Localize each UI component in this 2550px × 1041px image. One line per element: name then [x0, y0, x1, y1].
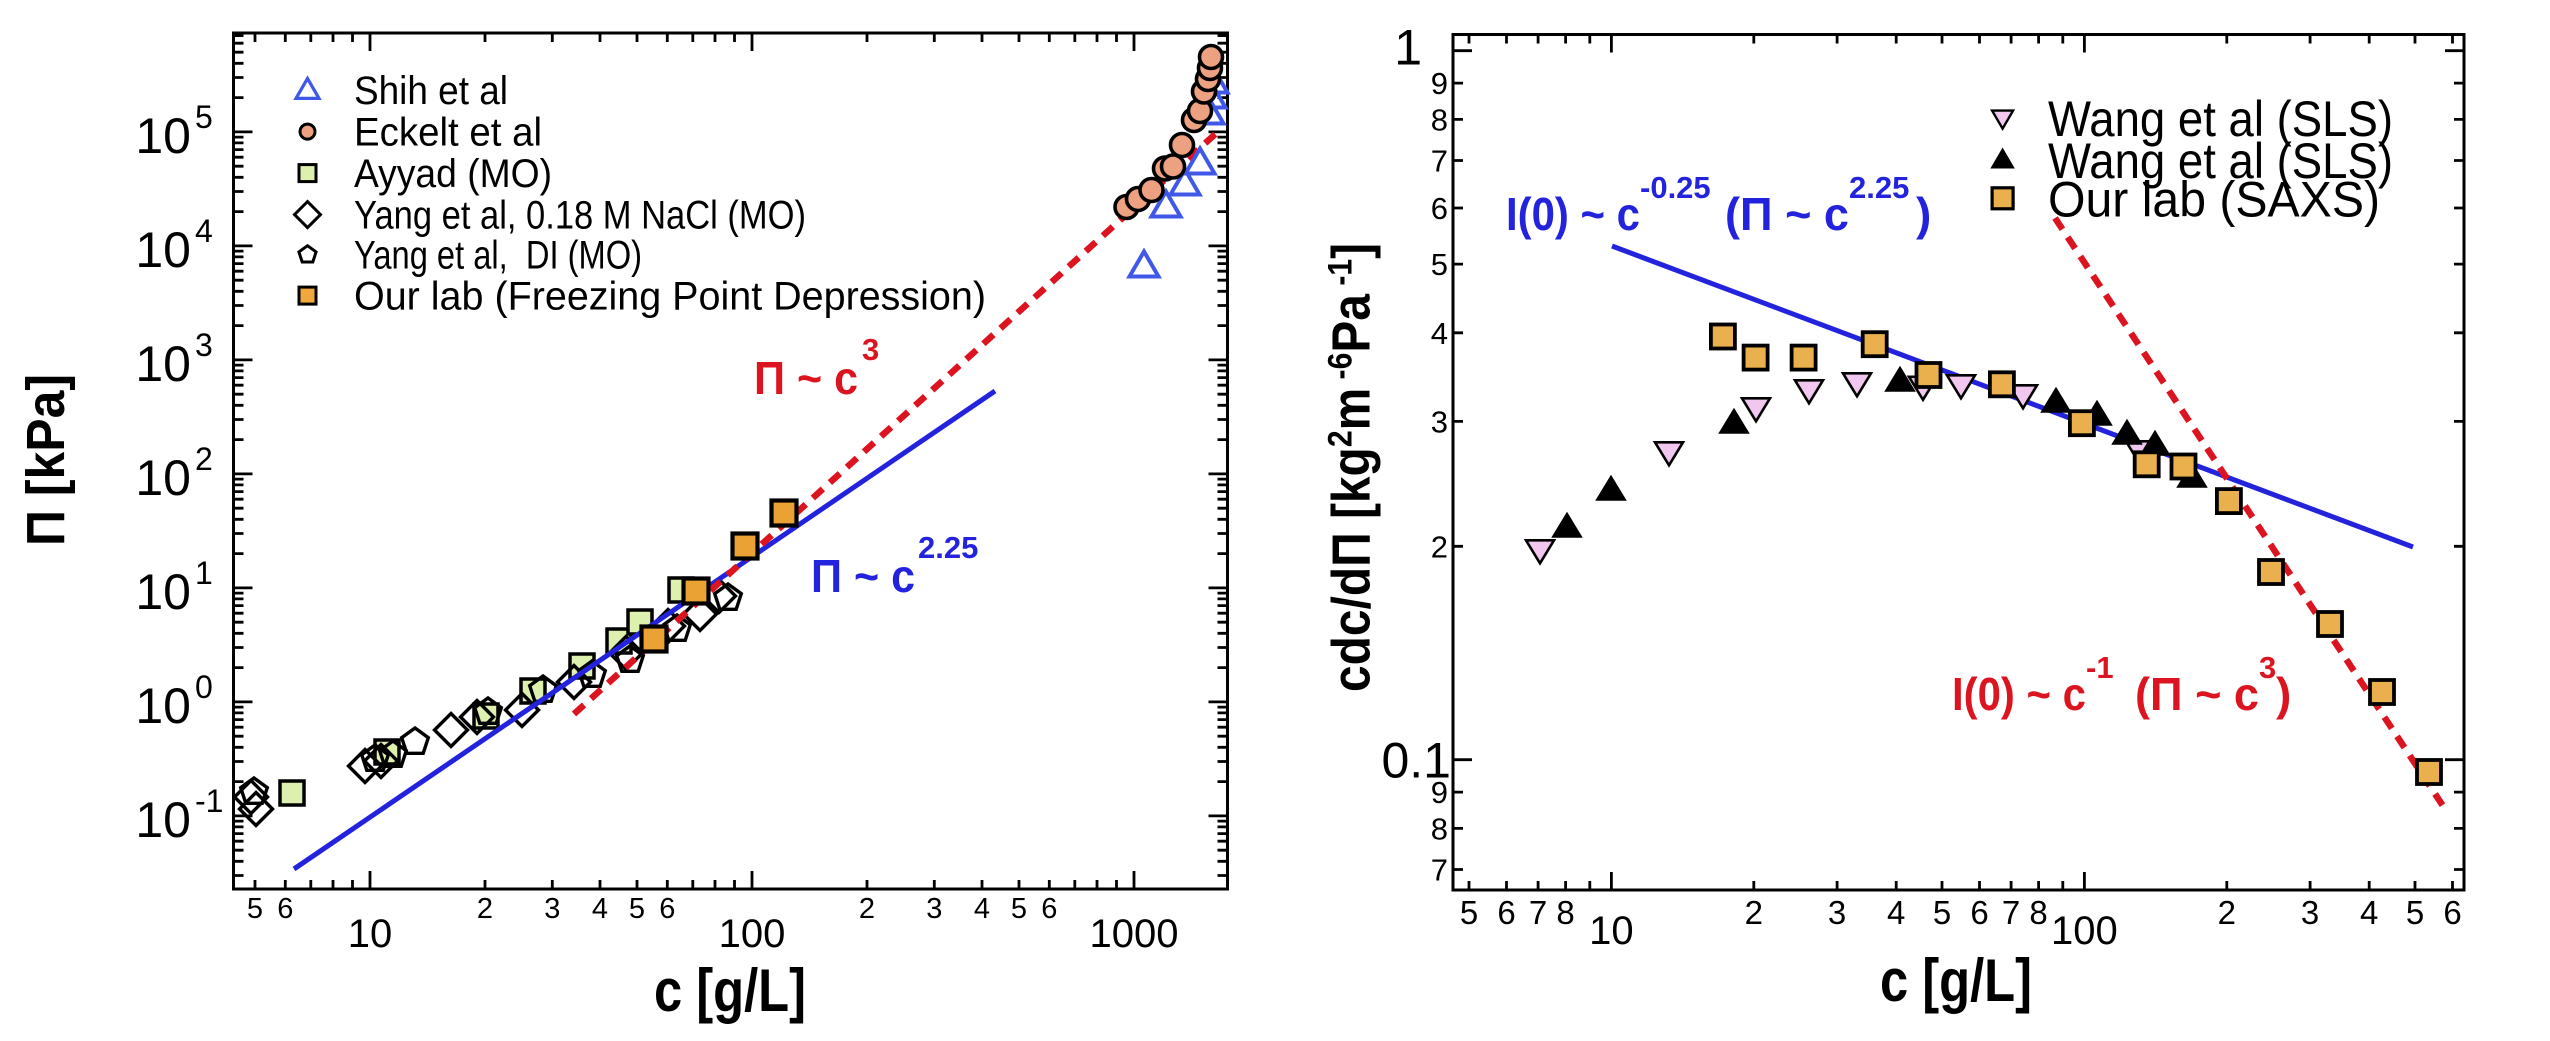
svg-text:7: 7 [1529, 894, 1547, 931]
svg-text:1: 1 [1394, 20, 1422, 76]
svg-text:2: 2 [1431, 529, 1448, 564]
svg-text:6: 6 [277, 893, 293, 925]
svg-text:Ayyad (MO): Ayyad (MO) [354, 152, 552, 196]
svg-text:5: 5 [247, 893, 263, 925]
svg-text:100: 100 [2051, 909, 2118, 953]
svg-text:Our lab (SAXS): Our lab (SAXS) [2048, 171, 2380, 227]
svg-text:3: 3 [1828, 894, 1846, 931]
svg-text:8: 8 [1556, 894, 1574, 931]
svg-text:cdc/dΠ [kg2m -6Pa -1]: cdc/dΠ [kg2m -6Pa -1] [1321, 243, 1381, 692]
svg-text:Π ~ c: Π ~ c [754, 352, 858, 404]
svg-text:5: 5 [629, 893, 645, 925]
svg-text:10: 10 [135, 336, 191, 392]
svg-text:Yang et al, DI (MO): Yang et al, DI (MO) [354, 234, 642, 278]
svg-text:5: 5 [1011, 893, 1027, 925]
svg-text:10: 10 [135, 564, 191, 620]
svg-text:-0.25: -0.25 [1640, 170, 1711, 205]
svg-text:6: 6 [1497, 894, 1515, 931]
svg-text:2: 2 [1745, 894, 1763, 931]
svg-text:I(0) ~ c: I(0) ~ c [1952, 668, 2086, 720]
svg-text:1000: 1000 [1090, 912, 1179, 956]
svg-text:4: 4 [592, 893, 608, 925]
svg-text:2: 2 [477, 893, 493, 925]
svg-text:3: 3 [2259, 650, 2276, 685]
svg-text:5: 5 [1431, 247, 1448, 282]
svg-text:Yang et al, 0.18 M NaCl (MO): Yang et al, 0.18 M NaCl (MO) [354, 194, 806, 238]
svg-text:7: 7 [1431, 144, 1448, 179]
svg-text:): ) [2276, 668, 2291, 720]
svg-text:c [g/L]: c [g/L] [654, 957, 806, 1024]
svg-text:10: 10 [348, 912, 393, 956]
svg-text:8: 8 [1431, 811, 1448, 846]
svg-text:4: 4 [1431, 316, 1448, 351]
svg-text:3: 3 [195, 327, 213, 363]
svg-text:10: 10 [1589, 909, 1634, 953]
svg-text:c [g/L]: c [g/L] [1880, 947, 2032, 1014]
svg-text:5: 5 [1933, 894, 1951, 931]
svg-text:5: 5 [1460, 894, 1478, 931]
svg-text:4: 4 [195, 213, 213, 249]
svg-text:10: 10 [135, 108, 191, 164]
svg-text:-1: -1 [2086, 650, 2114, 685]
svg-text:8: 8 [1431, 102, 1448, 137]
svg-text:10: 10 [135, 792, 191, 848]
svg-text:10: 10 [135, 450, 191, 506]
svg-text:Wang et al (SLS): Wang et al (SLS) [2048, 91, 2393, 147]
svg-text:Wang et al (SLS): Wang et al (SLS) [2048, 133, 2393, 189]
svg-text:Π ~ c: Π ~ c [811, 550, 915, 602]
svg-text:3: 3 [544, 893, 560, 925]
svg-text:4: 4 [974, 893, 990, 925]
svg-text:6: 6 [1431, 191, 1448, 226]
svg-text:4: 4 [1887, 894, 1905, 931]
svg-text:3: 3 [926, 893, 942, 925]
svg-text:2: 2 [859, 893, 875, 925]
svg-text:10: 10 [135, 678, 191, 734]
svg-text:Π [kPa]: Π [kPa] [16, 374, 76, 546]
svg-text:Eckelt et al: Eckelt et al [354, 111, 542, 155]
svg-text:2.25: 2.25 [1849, 170, 1909, 205]
svg-text:10: 10 [135, 222, 191, 278]
svg-text:2: 2 [2218, 894, 2236, 931]
svg-text:3: 3 [862, 332, 879, 367]
svg-text:100: 100 [719, 912, 786, 956]
svg-text:5: 5 [195, 99, 213, 135]
svg-text:4: 4 [2360, 894, 2378, 931]
svg-text:Shih et al: Shih et al [354, 69, 508, 113]
svg-text:9: 9 [1431, 66, 1448, 101]
svg-text:2.25: 2.25 [918, 530, 978, 565]
svg-text:6: 6 [1970, 894, 1988, 931]
svg-text:6: 6 [659, 893, 675, 925]
svg-text:): ) [1916, 188, 1931, 240]
svg-text:7: 7 [1431, 853, 1448, 888]
svg-text:1: 1 [195, 555, 213, 591]
svg-text:6: 6 [1041, 893, 1057, 925]
svg-text:0.1: 0.1 [1381, 733, 1451, 789]
svg-text:9: 9 [1431, 775, 1448, 810]
svg-text:8: 8 [2029, 894, 2047, 931]
svg-text:6: 6 [2443, 894, 2461, 931]
svg-text:0: 0 [195, 669, 213, 705]
svg-text:-1: -1 [195, 783, 223, 819]
svg-text:(Π ~ c: (Π ~ c [2135, 668, 2259, 720]
svg-text:7: 7 [2002, 894, 2020, 931]
svg-text:3: 3 [2301, 894, 2319, 931]
svg-text:5: 5 [2406, 894, 2424, 931]
svg-text:Our lab (Freezing Point Depres: Our lab (Freezing Point Depression) [354, 275, 986, 319]
svg-text:3: 3 [1431, 404, 1448, 439]
svg-text:I(0) ~ c: I(0) ~ c [1506, 188, 1640, 240]
svg-text:(Π ~ c: (Π ~ c [1725, 188, 1849, 240]
svg-text:2: 2 [195, 441, 213, 477]
